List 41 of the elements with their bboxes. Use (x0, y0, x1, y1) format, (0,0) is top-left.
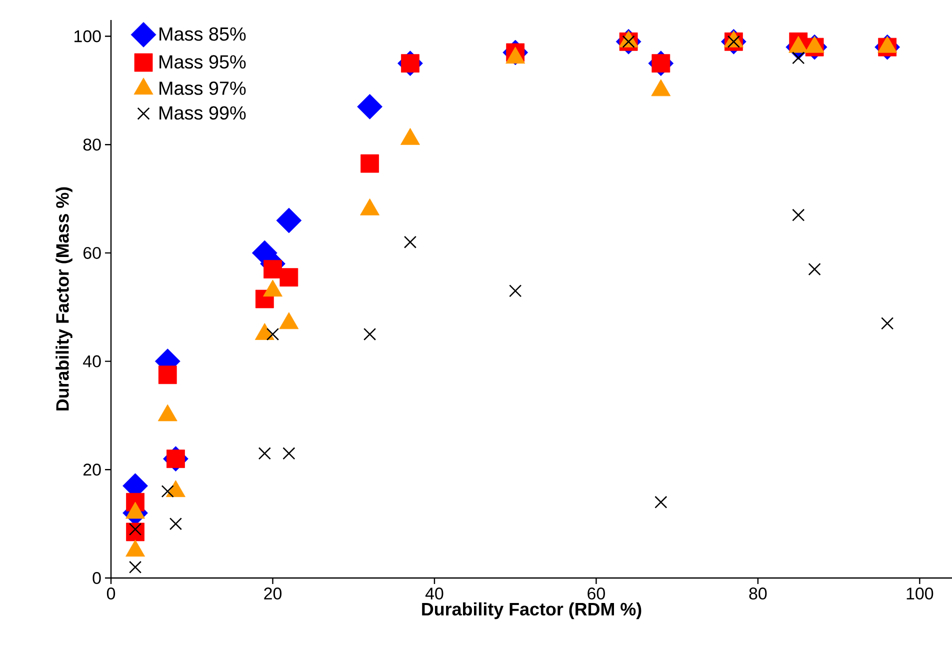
point (266, 328, 280, 341)
legend-label: Mass 95% (160, 55, 246, 69)
point (727, 35, 740, 48)
y-tick-label: 60 (84, 246, 101, 259)
point (792, 52, 805, 64)
y-tick-label: 0 (92, 572, 101, 584)
point (622, 35, 635, 48)
point (280, 268, 298, 287)
point (264, 260, 282, 278)
point (509, 284, 522, 298)
point (654, 496, 668, 508)
legend-label: Mass 99% (160, 106, 246, 120)
point (360, 154, 379, 173)
x-tick-label: 60 (588, 588, 605, 600)
point (258, 447, 271, 460)
point (363, 328, 376, 341)
point (792, 208, 805, 222)
y-tick-label: 20 (84, 464, 101, 476)
point (128, 560, 142, 574)
y-tick-label: 80 (83, 138, 101, 151)
point (276, 208, 302, 234)
point (161, 485, 174, 498)
x-tick-label: 20 (264, 588, 282, 600)
x-tick-label: 40 (425, 588, 444, 600)
y-tick-label: 100 (74, 30, 101, 42)
point (158, 366, 177, 384)
point (357, 94, 382, 120)
legend-label: Mass 97% (160, 82, 246, 95)
x-tick-label: 80 (749, 588, 767, 600)
point (808, 262, 821, 276)
point (169, 518, 182, 530)
point (404, 236, 417, 248)
y-axis-title: Durability Factor (Mass %) (56, 187, 72, 410)
point (128, 522, 142, 536)
legend-label: Mass 85% (160, 27, 246, 41)
x-axis-title: Durability Factor (RDM %) (422, 602, 642, 620)
x-tick-label: 0 (106, 588, 116, 600)
point (282, 447, 296, 460)
y-tick-label: 40 (83, 355, 101, 368)
point (881, 317, 894, 330)
x-tick-label: 100 (906, 588, 934, 600)
